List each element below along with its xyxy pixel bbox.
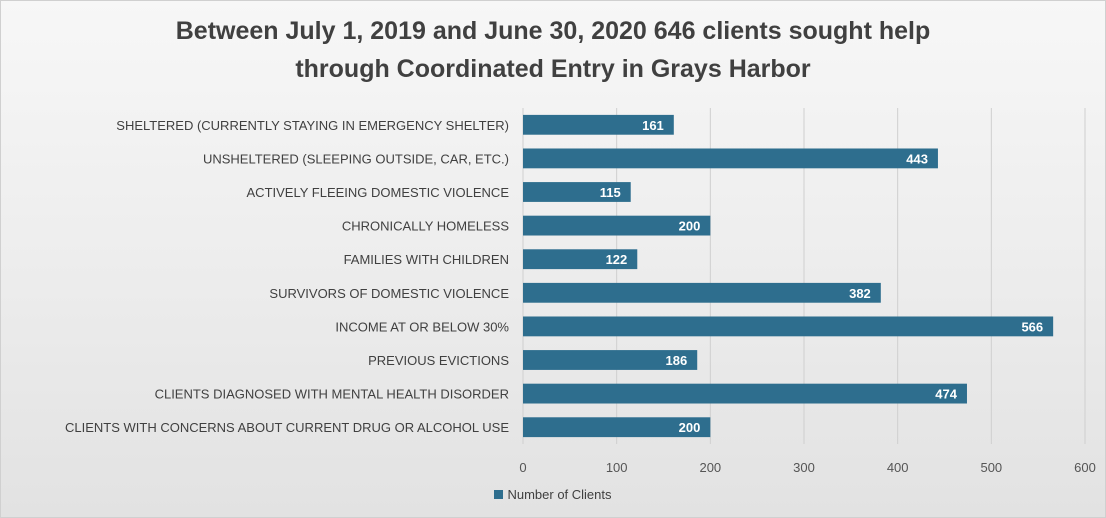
category-label: CLIENTS DIAGNOSED WITH MENTAL HEALTH DIS… (155, 387, 509, 402)
data-label: 115 (600, 185, 621, 200)
chart-title-line-1: Between July 1, 2019 and June 30, 2020 6… (175, 17, 931, 45)
data-label: 566 (1021, 319, 1043, 334)
data-label: 382 (849, 286, 871, 301)
legend-swatch (494, 490, 504, 499)
bar (523, 114, 674, 135)
bar (523, 282, 881, 303)
bar (523, 182, 631, 202)
category-label: UNSHELTERED (SLEEPING OUTSIDE, CAR, ETC.… (203, 151, 509, 166)
x-tick-label: 100 (606, 460, 628, 475)
category-label: ACTIVELY FLEEING DOMESTIC VIOLENCE (247, 185, 510, 200)
x-tick-label: 200 (699, 460, 721, 475)
category-label: FAMILIES WITH CHILDREN (344, 252, 509, 267)
chart-title-line-2: through Coordinated Entry in Grays Harbo… (295, 55, 811, 83)
category-label: SURVIVORS OF DOMESTIC VIOLENCE (269, 286, 509, 301)
x-axis-tick-labels: 0 100 200 300 400 500 600 (519, 460, 1095, 475)
x-tick-label: 600 (1074, 460, 1096, 475)
data-label: 161 (642, 118, 664, 133)
data-label: 200 (679, 219, 701, 234)
data-label: 122 (606, 252, 628, 267)
bar (523, 350, 698, 370)
data-labels: 161 443 115 200 122 382 566 186 474 200 (600, 118, 1043, 435)
data-label: 186 (666, 353, 688, 368)
data-label: 443 (906, 151, 928, 166)
legend: Number of Clients (0, 487, 1106, 502)
bar (523, 417, 711, 438)
x-tick-label: 500 (980, 460, 1002, 475)
bars (523, 114, 1054, 438)
legend-label: Number of Clients (507, 487, 612, 502)
bar (523, 316, 1054, 337)
category-labels: SHELTERED (CURRENTLY STAYING IN EMERGENC… (65, 118, 509, 435)
data-label: 200 (679, 420, 701, 435)
x-tick-label: 0 (519, 460, 526, 475)
bar (523, 383, 967, 404)
data-label: 474 (935, 387, 957, 402)
x-tick-label: 400 (887, 460, 909, 475)
category-label: PREVIOUS EVICTIONS (368, 353, 509, 368)
bar (523, 148, 938, 169)
category-label: CLIENTS WITH CONCERNS ABOUT CURRENT DRUG… (65, 420, 509, 435)
category-label: SHELTERED (CURRENTLY STAYING IN EMERGENC… (116, 118, 509, 133)
x-tick-label: 300 (793, 460, 815, 475)
category-label: INCOME AT OR BELOW 30% (335, 319, 509, 334)
category-label: CHRONICALLY HOMELESS (342, 219, 509, 234)
bar (523, 215, 711, 236)
bar (523, 249, 638, 270)
